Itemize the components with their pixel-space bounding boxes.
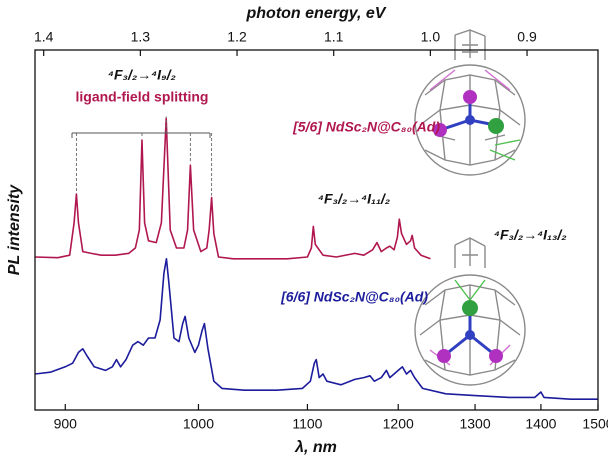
annotation: ⁴F₃/₂→⁴I₁₁/₂ xyxy=(318,191,390,207)
legend-label: [5/6] NdSc₂N@C₈₀(Ad) xyxy=(292,119,440,135)
x2-axis-title: photon energy, eV xyxy=(246,5,387,22)
x-axis-title: λ, nm xyxy=(294,439,337,456)
series-line xyxy=(34,117,431,260)
x-tick-label: 1000 xyxy=(183,416,214,432)
plot-frame xyxy=(34,49,599,411)
annotation: ligand-field splitting xyxy=(76,89,209,105)
x-tick-label: 1300 xyxy=(459,416,490,432)
x-tick-label: 900 xyxy=(54,416,78,432)
x-tick-label: 1100 xyxy=(292,416,322,432)
x-tick-label: 1200 xyxy=(383,416,414,432)
molecule-top xyxy=(414,29,526,176)
x2-tick-label: 0.9 xyxy=(517,29,537,45)
bracket xyxy=(71,132,211,138)
x2-tick-label: 1.0 xyxy=(421,29,441,45)
x2-tick-label: 1.4 xyxy=(34,29,54,45)
legend-label: [6/6] NdSc₂N@C₈₀(Ad) xyxy=(280,289,428,305)
annotation: ⁴F₃/₂→⁴I₉/₂ xyxy=(108,67,176,83)
x-tick-label: 1400 xyxy=(525,416,556,432)
series-line xyxy=(34,258,598,400)
x2-tick-label: 1.1 xyxy=(324,29,344,45)
x2-tick-label: 1.3 xyxy=(131,29,151,45)
molecule-bottom xyxy=(414,237,526,386)
y-axis-title: PL intensity xyxy=(6,184,23,275)
x-tick-label: 1500 xyxy=(582,416,608,432)
x2-tick-label: 1.2 xyxy=(227,29,247,45)
annotation: ⁴F₃/₂→⁴I₁₃/₂ xyxy=(494,227,567,243)
